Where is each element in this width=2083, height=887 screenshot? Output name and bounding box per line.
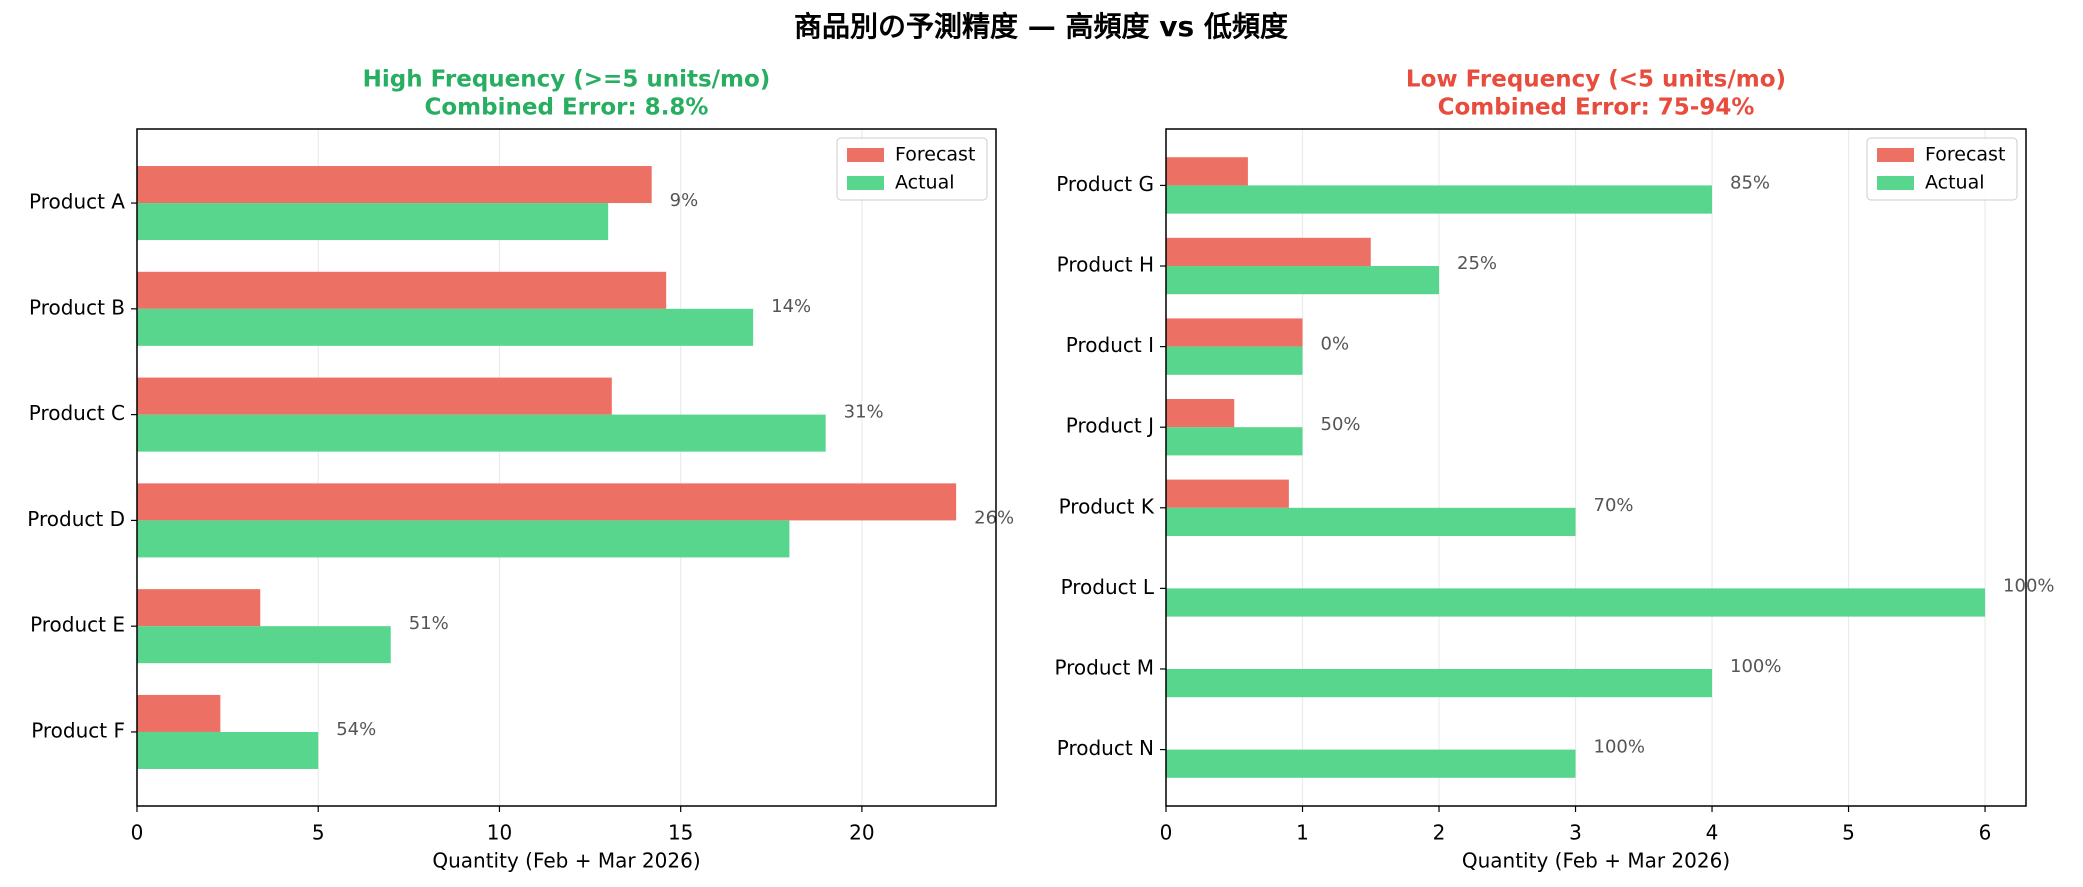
legend-label: Actual [895,172,955,194]
bar [1166,185,1713,214]
legend-label: Forecast [895,144,975,166]
error-label: 9% [670,190,699,211]
error-label: 70% [1594,495,1634,516]
x-tick-label: 2 [1433,821,1446,845]
error-label: 26% [974,507,1014,528]
error-label: 100% [2003,575,2054,596]
error-label: 0% [1321,334,1350,355]
x-tick-label: 20 [849,821,874,845]
subplot-subtitle: Combined Error: 8.8% [425,95,709,121]
subplot-title: Low Frequency (<5 units/mo) [1406,67,1786,93]
y-tick-label: Product J [1066,414,1154,438]
x-tick-label: 10 [487,821,512,845]
y-tick-label: Product B [29,295,125,319]
y-tick-label: Product H [1057,253,1154,277]
legend-swatch [1877,148,1914,162]
legend-label: Actual [1925,172,1985,194]
x-tick-label: 3 [1569,821,1582,845]
error-label: 50% [1321,414,1361,435]
bar [1166,588,1986,617]
bar [137,377,612,415]
legend-swatch [1877,176,1914,190]
x-tick-label: 5 [1842,821,1855,845]
bar [137,694,221,732]
bar [1166,749,1576,778]
x-tick-label: 4 [1706,821,1719,845]
y-tick-label: Product C [29,401,125,425]
bar [1166,507,1576,537]
axes-frame [1165,128,2027,807]
subplot-subtitle: Combined Error: 75-94% [1438,95,1755,121]
subplot-title: High Frequency (>=5 units/mo) [363,67,771,93]
error-label: 51% [409,613,449,634]
x-tick-label: 0 [131,821,144,845]
error-label: 14% [771,296,811,317]
bar [1166,157,1248,186]
bar [1166,668,1713,698]
figure-title: 商品別の予測精度 — 高頻度 vs 低頻度 [794,10,1288,43]
bar [137,414,826,452]
bar [137,203,609,241]
y-tick-label: Product G [1056,172,1154,196]
y-tick-label: Product F [31,718,125,742]
legend-swatch [847,176,884,190]
error-label: 100% [1730,656,1781,677]
x-axis-label: Quantity (Feb + Mar 2026) [1462,849,1730,873]
y-tick-label: Product M [1054,655,1154,679]
bar [1166,237,1371,267]
bar [137,308,754,346]
error-label: 54% [336,719,376,740]
bar [137,271,667,309]
x-tick-label: 6 [1979,821,1992,845]
y-tick-label: Product E [30,613,125,637]
y-tick-label: Product L [1061,575,1155,599]
y-tick-label: Product N [1057,736,1154,760]
bar [1166,346,1303,375]
y-tick-label: Product K [1059,494,1155,518]
bar [137,626,391,664]
x-tick-label: 1 [1296,821,1309,845]
error-label: 85% [1730,172,1770,193]
y-tick-label: Product D [27,507,125,531]
bar [1166,398,1235,428]
x-tick-label: 15 [668,821,693,845]
bar [137,520,790,558]
legend-label: Forecast [1925,144,2005,166]
error-label: 100% [1594,737,1645,758]
bar [137,589,261,627]
bar [137,731,319,769]
y-tick-label: Product A [29,190,125,214]
error-label: 25% [1457,253,1497,274]
error-label: 31% [844,402,884,423]
bar [137,483,957,521]
bar [1166,479,1289,508]
x-tick-label: 0 [1160,821,1173,845]
x-axis-label: Quantity (Feb + Mar 2026) [432,849,700,873]
x-tick-label: 5 [312,821,325,845]
axes-frame [136,128,997,807]
bar [137,166,652,204]
bar [1166,427,1303,456]
bar [1166,266,1440,295]
legend-swatch [847,148,884,162]
bar [1166,318,1303,347]
y-tick-label: Product I [1066,333,1154,357]
